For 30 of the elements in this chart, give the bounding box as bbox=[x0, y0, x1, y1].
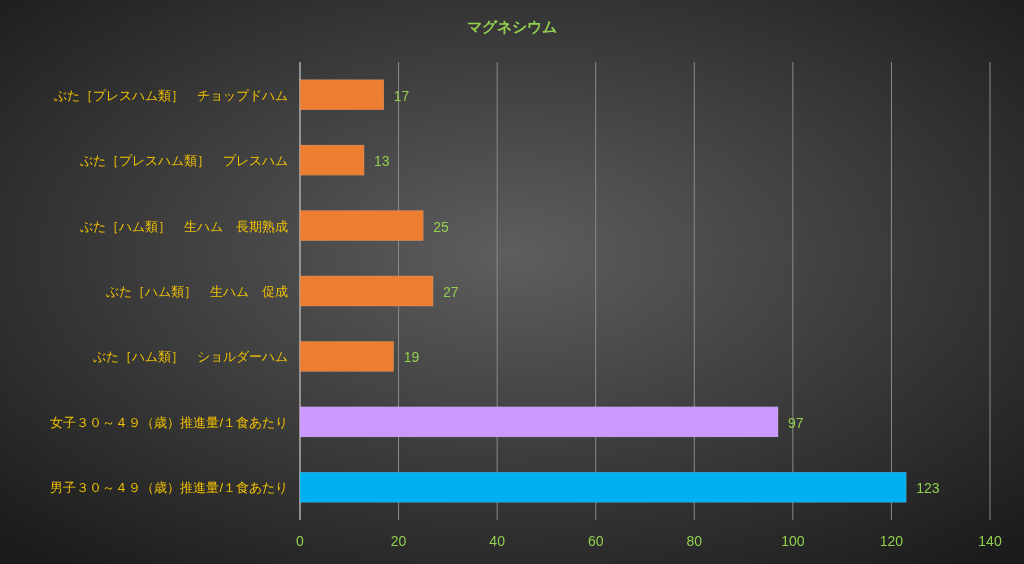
data-label: 13 bbox=[374, 153, 390, 170]
bar bbox=[299, 210, 424, 241]
data-label: 25 bbox=[433, 218, 449, 235]
y-tick-label: ぶた［プレスハム類］ チョップドハム bbox=[54, 87, 288, 103]
chart-title: マグネシウム bbox=[467, 18, 557, 35]
x-tick-label: 80 bbox=[686, 533, 703, 549]
bar bbox=[299, 144, 365, 176]
y-tick-label: ぶた［ハム類］ 生ハム 促成 bbox=[106, 284, 288, 299]
bar bbox=[299, 341, 394, 372]
data-label: 27 bbox=[443, 284, 459, 300]
x-tick-label: 20 bbox=[390, 533, 407, 549]
data-label: 19 bbox=[403, 349, 420, 366]
x-tick-label: 140 bbox=[978, 533, 1002, 549]
x-tick-label: 100 bbox=[781, 533, 805, 549]
y-tick-label: ぶた［ハム類］ ショルダーハム bbox=[93, 349, 288, 365]
y-tick-label: ぶた［ハム類］ 生ハム 長期熟成 bbox=[80, 218, 288, 234]
x-tick-label: 120 bbox=[879, 533, 904, 549]
x-tick-label: 0 bbox=[296, 533, 305, 549]
data-label: 97 bbox=[788, 414, 804, 431]
data-label: 123 bbox=[916, 480, 940, 497]
x-tick-label: 40 bbox=[489, 533, 506, 549]
bar bbox=[299, 471, 907, 503]
bar bbox=[299, 275, 434, 307]
y-tick-label: 女子３０～４９（歳）推進量/１食あたり bbox=[50, 414, 288, 430]
bar bbox=[299, 406, 779, 438]
y-tick-label: ぶた［プレスハム類］ プレスハム bbox=[80, 153, 288, 169]
data-label: 17 bbox=[393, 87, 410, 104]
y-tick-label: 男子３０～４９（歳）推進量/１食あたり bbox=[50, 480, 288, 496]
x-tick-label: 60 bbox=[587, 533, 604, 549]
bar bbox=[299, 79, 385, 111]
